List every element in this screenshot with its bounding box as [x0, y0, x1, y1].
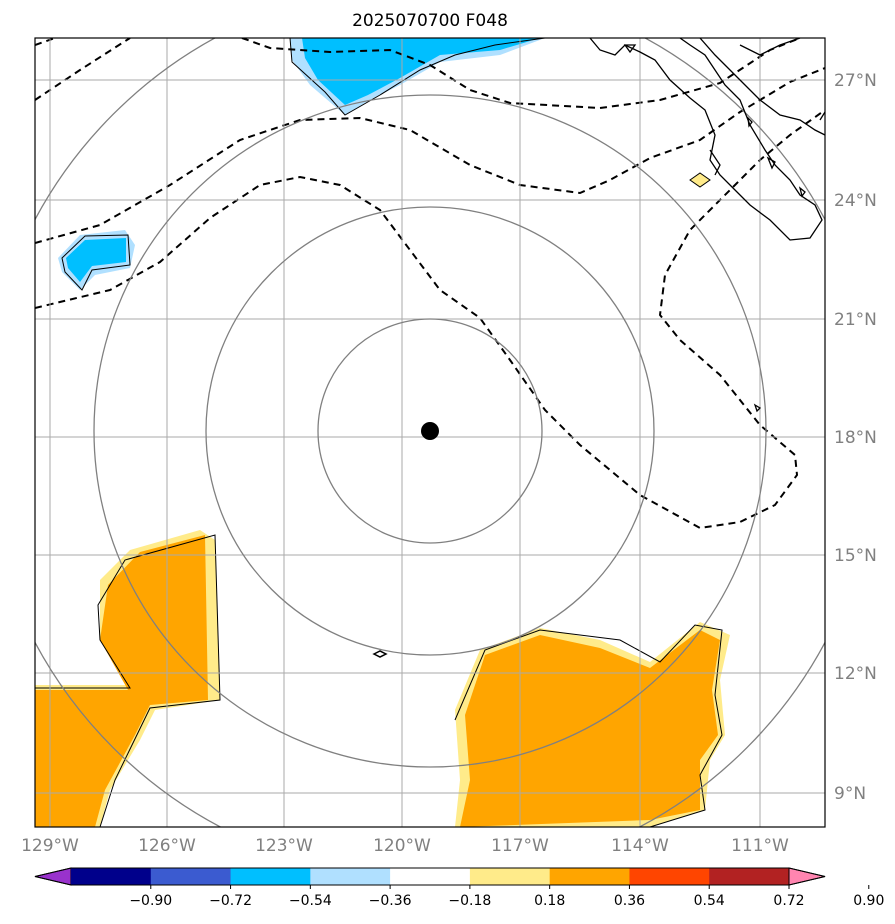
map-title: 2025070700 F048 [352, 11, 508, 31]
colorbar-tick-label: −0.36 [369, 893, 412, 909]
colorbar-frame [34, 867, 826, 886]
colorbar-tick-label: 0.18 [534, 893, 565, 909]
colorbar: −0.90 −0.72 −0.54 −0.36 −0.18 0.18 0.36 0.54 0.7… [34, 867, 884, 909]
colorbar-cell [629, 868, 710, 885]
coastline [589, 38, 825, 413]
lon-tick-label: 120°W [373, 836, 431, 856]
colorbar-cell [310, 868, 391, 885]
range-ring-1 [317, 318, 543, 544]
lat-tick-label: 27°N [834, 71, 877, 91]
range-ring-3 [93, 94, 767, 768]
colorbar-tick-label: −0.54 [289, 893, 332, 909]
positive-anomaly-shading [35, 172, 730, 827]
range-ring-2 [205, 206, 655, 656]
lat-tick-label: 9°N [834, 784, 866, 804]
map-plot-area [35, 38, 825, 827]
colorbar-tick-label: −0.90 [129, 893, 172, 909]
colorbar-tick-label: −0.72 [209, 893, 252, 909]
lat-tick-label: 24°N [834, 191, 877, 211]
storm-center-marker [421, 422, 439, 440]
lat-tick-label: 12°N [834, 664, 877, 684]
colorbar-extend-low [34, 867, 72, 886]
longitude-labels: 129°W 126°W 123°W 120°W 117°W 114°W 111°… [21, 836, 789, 856]
colorbar-cell [390, 868, 471, 885]
range-rings [35, 38, 825, 827]
colorbar-tick-label: 0.54 [694, 893, 725, 909]
dashed-contours [35, 38, 825, 530]
colorbar-cell [469, 868, 551, 885]
lat-tick-label: 18°N [834, 428, 877, 448]
colorbar-cell [549, 868, 630, 885]
lon-tick-label: 111°W [731, 836, 789, 856]
colorbar-extend-high [788, 867, 826, 886]
lat-tick-label: 21°N [834, 310, 877, 330]
colorbar-tick-label: 0.90 [853, 893, 884, 909]
lon-tick-label: 123°W [255, 836, 313, 856]
colorbar-cell [71, 868, 152, 885]
colorbar-tick-label: 0.36 [614, 893, 645, 909]
lat-tick-label: 15°N [834, 546, 877, 566]
negative-anomaly-shading [58, 38, 545, 290]
colorbar-cell [150, 868, 232, 885]
lon-tick-label: 117°W [491, 836, 549, 856]
colorbar-tick-label: 0.72 [773, 893, 804, 909]
colorbar-cell [709, 868, 790, 885]
colorbar-tick-label: −0.18 [448, 893, 491, 909]
lon-tick-label: 126°W [138, 836, 196, 856]
anomaly-outline-contours [35, 38, 723, 827]
colorbar-cell [230, 868, 311, 885]
map-frame [34, 37, 826, 828]
lon-tick-label: 129°W [21, 836, 79, 856]
graticule [35, 38, 825, 827]
latitude-labels: 27°N 24°N 21°N 18°N 15°N 12°N 9°N [834, 71, 877, 804]
lon-tick-label: 114°W [611, 836, 669, 856]
